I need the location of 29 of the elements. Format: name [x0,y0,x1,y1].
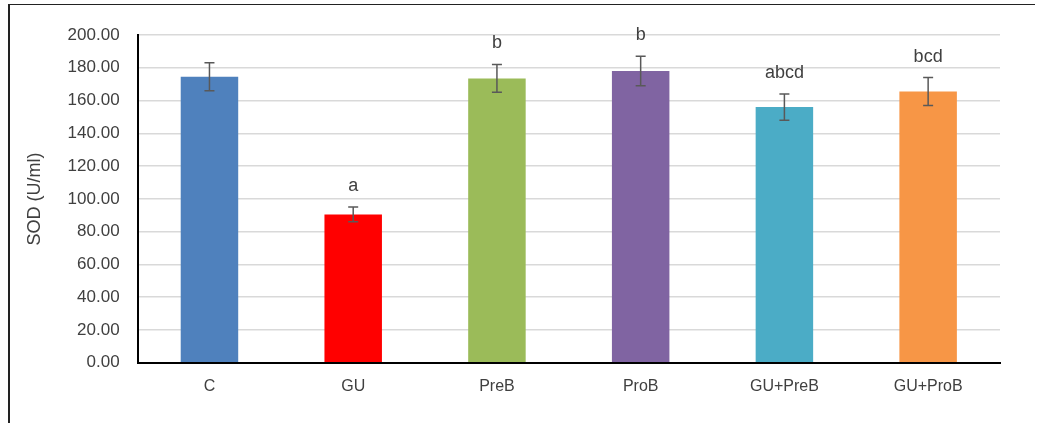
y-tick-label: 140.00 [67,123,120,143]
bar [755,107,814,363]
bar [324,214,382,363]
y-tick-label: 120.00 [67,155,120,175]
data-label: b [635,24,646,45]
y-tick-label: 20.00 [77,319,120,339]
x-tick-label: GU+PreB [749,376,819,394]
bar [899,91,957,363]
x-tick-label: GU+ProB [893,376,963,394]
x-tick-label: C [203,376,216,394]
y-tick-label: 160.00 [67,90,120,110]
x-tick-label: ProB [622,376,659,394]
y-axis-title: SOD (U/ml) [23,152,44,246]
data-label: b [491,32,502,53]
data-label: a [348,175,360,196]
y-tick-label: 40.00 [77,286,120,306]
y-tick-label: 80.00 [77,221,120,241]
bar [468,78,526,363]
data-label: abcd [764,61,804,82]
x-tick-label: PreB [479,376,515,394]
y-tick-label: 0.00 [86,352,120,372]
y-tick-label: 200.00 [67,24,120,44]
bar [180,76,239,363]
y-tick-label: 60.00 [77,254,120,274]
y-tick-label: 180.00 [67,57,120,77]
bar [611,71,670,363]
x-tick-label: GU [341,376,366,394]
data-label: bcd [913,45,943,66]
y-tick-label: 100.00 [67,188,120,208]
